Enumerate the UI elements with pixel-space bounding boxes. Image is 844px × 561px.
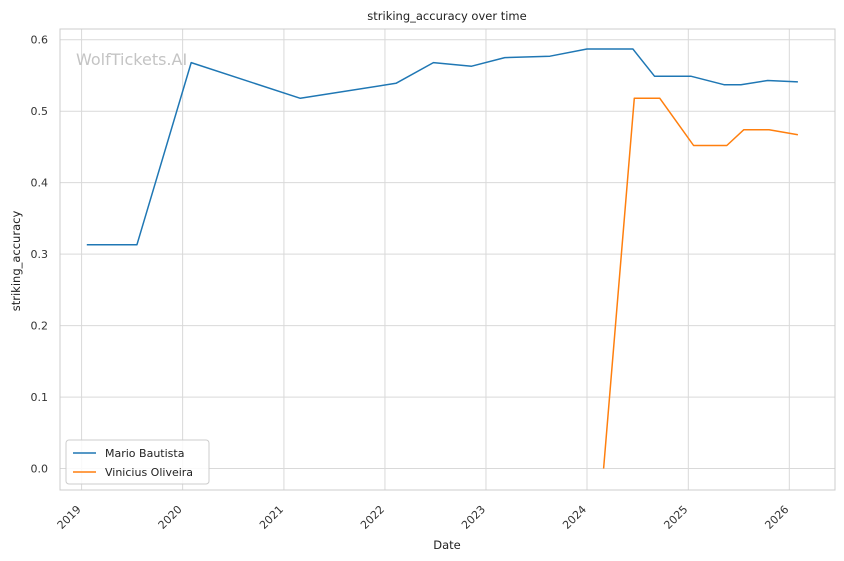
x-tick-label: 2022 (358, 503, 387, 532)
x-axis-ticks: 2019 2020 2021 2022 2023 2024 2025 2026 (55, 503, 792, 532)
plot-frame (59, 28, 836, 491)
y-tick-label: 0.6 (31, 34, 49, 47)
y-tick-label: 0.5 (31, 105, 49, 118)
y-tick-label: 0.0 (31, 463, 49, 476)
x-tick-label: 2023 (459, 503, 488, 532)
series-lines (86, 48, 799, 469)
x-axis-title: Date (433, 538, 461, 552)
x-tick-label: 2026 (762, 503, 791, 532)
x-tick-label: 2021 (257, 503, 286, 532)
legend-label-mario-bautista: Mario Bautista (105, 447, 184, 460)
y-tick-label: 0.4 (31, 177, 49, 190)
grid (60, 29, 835, 490)
y-tick-label: 0.1 (31, 391, 49, 404)
chart-title: striking_accuracy over time (367, 9, 526, 23)
y-tick-label: 0.2 (31, 320, 49, 333)
y-axis-ticks: 0.0 0.1 0.2 0.3 0.4 0.5 0.6 (31, 34, 49, 476)
x-tick-label: 2025 (661, 503, 690, 532)
y-tick-label: 0.3 (31, 248, 49, 261)
legend-label-vinicius-oliveira: Vinicius Oliveira (105, 466, 193, 479)
x-tick-label: 2024 (560, 503, 589, 532)
watermark: WolfTickets.AI (76, 50, 187, 69)
y-axis-title: striking_accuracy (9, 211, 23, 312)
legend-box (65, 439, 210, 485)
legend: Mario Bautista Vinicius Oliveira (65, 439, 210, 485)
series-line-mario-bautista (86, 48, 798, 246)
x-tick-label: 2020 (156, 503, 185, 532)
series-line-vinicius-oliveira (602, 97, 799, 469)
x-tick-label: 2019 (55, 503, 84, 532)
